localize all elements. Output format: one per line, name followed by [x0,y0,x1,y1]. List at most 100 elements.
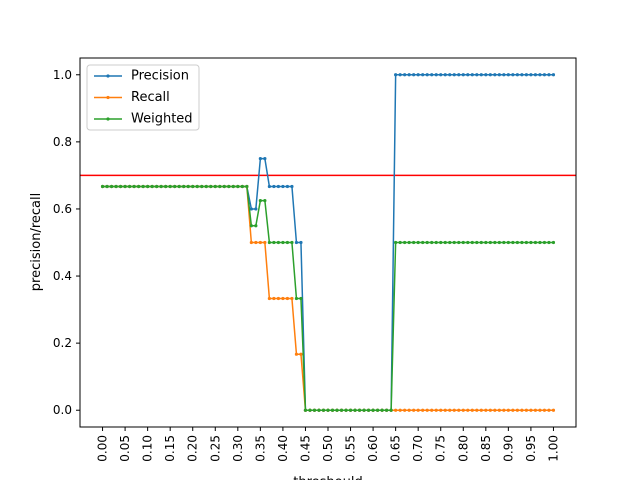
data-point-precision [294,240,299,245]
data-point-precision [425,73,429,77]
data-point-recall [443,408,447,412]
data-point-precision [506,73,510,77]
x-tick-label: 0.00 [96,435,110,462]
data-point-weighted [484,240,488,245]
data-point-precision [403,73,407,77]
x-tick-label: 1.00 [546,435,560,462]
data-point-weighted [385,408,389,412]
data-point-weighted [132,184,136,189]
data-point-recall [249,240,253,245]
data-point-weighted [267,240,271,245]
data-point-weighted [470,240,474,245]
data-point-precision [407,73,411,77]
data-point-weighted [240,184,244,189]
data-point-recall [538,408,542,412]
data-point-recall [254,240,258,245]
data-point-weighted [380,408,384,412]
data-point-weighted [317,408,321,412]
data-point-recall [529,408,533,412]
data-point-recall [412,408,416,412]
data-point-weighted [249,224,253,228]
data-point-weighted [520,240,524,245]
data-point-weighted [186,184,190,189]
data-point-weighted [362,408,366,412]
data-point-recall [542,408,547,412]
data-point-precision [524,73,529,77]
data-point-weighted [434,240,438,245]
data-point-weighted [551,240,556,245]
data-point-precision [520,73,524,77]
data-point-weighted [227,184,231,189]
x-tick-label: 0.65 [389,435,403,462]
series-layer [100,73,556,412]
data-point-weighted [218,184,222,189]
y-tick-label: 0.0 [53,403,72,417]
legend-frame [86,64,200,131]
data-point-recall [407,408,411,412]
data-point-recall [466,408,470,412]
x-tick-label: 0.10 [141,435,155,462]
x-tick-label: 0.70 [411,435,425,462]
data-point-precision [542,73,547,77]
data-point-recall [488,408,492,412]
data-point-precision [551,73,556,77]
data-point-weighted [457,240,461,245]
data-point-weighted [200,184,204,189]
data-point-precision [515,73,519,77]
x-tick-label: 0.45 [298,435,312,462]
data-point-recall [524,408,529,412]
data-point-recall [416,408,420,412]
data-point-precision [484,73,488,77]
data-point-weighted [321,408,326,412]
data-point-weighted [529,240,533,245]
x-tick-label: 0.55 [344,435,358,462]
data-point-weighted [258,198,262,203]
data-point-recall [299,352,303,356]
data-point-precision [439,73,443,77]
data-point-weighted [339,408,344,412]
data-point-weighted [353,408,357,412]
data-point-weighted [330,408,335,412]
data-point-weighted [515,240,519,245]
data-point-precision [538,73,542,77]
data-point-weighted [488,240,492,245]
data-point-recall [520,408,524,412]
data-point-recall [511,408,515,412]
data-point-recall [448,408,452,412]
data-point-recall [290,296,294,301]
data-point-weighted [430,240,434,245]
data-point-recall [421,408,425,412]
data-point-weighted [155,184,159,189]
data-point-recall [285,296,290,301]
data-point-weighted [312,408,317,412]
data-point-recall [439,408,443,412]
series-recall [100,184,556,412]
data-point-weighted [276,240,280,245]
x-tick-label: 0.35 [253,435,267,462]
data-point-weighted [105,184,109,189]
data-point-precision [533,73,538,77]
legend-label-weighted: Weighted [131,112,193,127]
data-point-weighted [493,240,497,245]
x-tick-label: 0.60 [366,435,380,462]
data-point-weighted [164,184,168,189]
data-point-weighted [443,240,447,245]
x-tick-label: 0.40 [276,435,290,462]
data-point-precision [421,73,425,77]
data-point-precision [254,207,258,211]
data-point-precision [416,73,420,77]
data-point-precision [443,73,447,77]
data-point-precision [267,184,271,189]
legend-marker-precision [106,74,110,78]
x-tick-label: 0.25 [208,435,222,462]
data-point-precision [493,73,497,77]
data-point-recall [425,408,429,412]
data-point-precision [398,73,402,77]
data-point-precision [290,184,294,189]
data-point-weighted [394,240,398,245]
data-point-weighted [466,240,470,245]
x-tick-label: 0.95 [524,435,538,462]
data-point-precision [529,73,533,77]
data-point-recall [551,408,556,412]
